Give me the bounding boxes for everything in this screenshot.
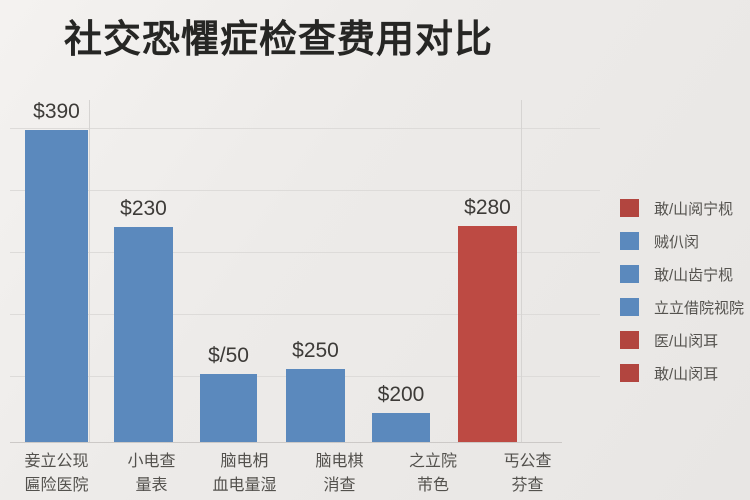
legend-item: 立立借院视院 [620,297,744,317]
bar-value-label: $/50 [208,344,249,367]
legend-item: 医/山闵耳 [620,330,744,350]
bar-value-label: $390 [33,100,80,123]
legend-swatch [620,298,639,316]
legend-label: 敢/山齿宁枧 [654,266,734,284]
legend-swatch [620,364,639,382]
bar [200,374,257,442]
legend-swatch [620,265,639,283]
bar [286,369,345,442]
legend-label: 敢/山阅宁枧 [654,200,734,218]
legend-label: 医/山闵耳 [654,332,719,350]
legend-label: 敢/山闵耳 [654,365,719,383]
x-axis-label: 脑电棋 消查 [315,453,364,494]
legend-item: 敢/山齿宁枧 [620,264,744,284]
legend-item: 贼仈闵 [620,231,744,251]
h-gridline [10,314,600,315]
v-gridline [89,100,90,442]
x-axis-label: 小电查 量表 [127,453,176,494]
bar [372,413,430,442]
chart-title: 社交恐懼症检查费用对比 [64,19,494,61]
legend-item: 敢/山闵耳 [620,363,744,383]
h-gridline [10,128,600,129]
x-axis-label: 丐公查 芬查 [503,453,552,494]
h-gridline [10,190,600,191]
bar [25,130,88,442]
bar-value-label: $280 [464,196,511,219]
bar [458,226,517,442]
bar-value-label: $200 [377,383,425,406]
bar-value-label: $250 [292,339,339,362]
bar [114,227,173,442]
v-gridline [521,100,522,442]
legend-label: 立立借院视院 [654,299,745,317]
legend-swatch [620,232,639,250]
x-axis-label: 妾立公现 匾险医院 [24,453,89,494]
legend-swatch [620,199,639,217]
legend-label: 贼仈闵 [654,233,700,251]
legend-swatch [620,331,639,349]
x-axis-line [10,442,562,443]
x-axis-label: 之立院 芾色 [408,453,458,494]
x-axis-label: 脑电枂 血电量湿 [212,453,277,494]
legend: 敢/山阅宁枧 贼仈闵敢/山齿宁枧 立立借院视院 医/山闵耳敢/山闵耳 [620,198,744,396]
legend-item: 敢/山阅宁枧 [620,198,744,218]
h-gridline [10,252,600,253]
bar-value-label: $230 [120,197,167,220]
